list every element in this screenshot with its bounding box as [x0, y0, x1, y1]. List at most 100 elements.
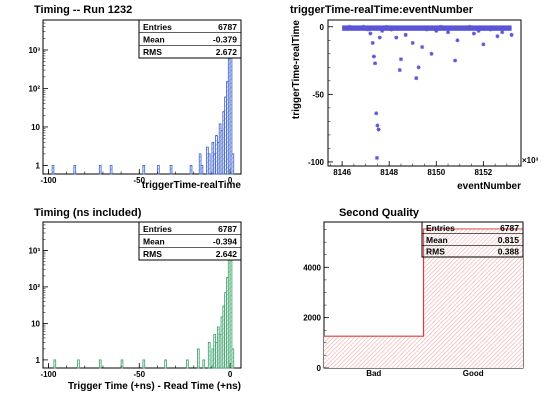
histogram-bin	[207, 342, 211, 369]
histogram-bin	[202, 359, 206, 369]
stats-label-rms: RMS	[426, 247, 445, 257]
scatter-point	[376, 127, 381, 132]
stats-box-frame	[138, 221, 242, 261]
scatter-point	[374, 155, 379, 160]
x-tick-label: -100	[40, 176, 57, 185]
histogram-bin	[169, 165, 173, 175]
histogram-bin	[157, 165, 160, 175]
x-tick-label: 8146	[333, 168, 351, 177]
stats-label-mean: Mean	[143, 237, 165, 247]
scatter-point	[403, 32, 408, 37]
scatter-point	[488, 27, 493, 32]
scatter-point	[375, 123, 380, 128]
scatter-point	[347, 24, 352, 29]
x-tick-label: -100	[40, 370, 57, 379]
histogram-bin	[231, 153, 235, 175]
x-tick-label: -50	[133, 176, 145, 185]
x-axis-label-scatter: eventNumber	[457, 181, 521, 192]
panel-second-quality: Second Quality Bad Good 0 2000 4000 Entries …	[303, 207, 524, 378]
scatter-point	[354, 26, 359, 31]
panel-timing-run: Timing -- Run 1232 -100 -50 0 1 10 10² 10³ Ent…	[28, 4, 242, 191]
stats-box-timing-ns: Entries 6787 Mean -0.394 RMS 2.642	[138, 221, 242, 261]
scatter-point	[420, 45, 425, 50]
histogram-bin	[142, 165, 146, 175]
scatter-points	[342, 24, 514, 160]
y-tick-label: 1	[36, 161, 41, 170]
histogram-bin	[198, 153, 202, 175]
x-category-label: Good	[463, 369, 484, 378]
stats-value-mean: -0.379	[213, 35, 237, 45]
scatter-point	[446, 30, 451, 35]
scatter-point	[410, 40, 415, 45]
plot-frame-scatter	[327, 19, 522, 167]
scatter-point	[389, 27, 394, 32]
scatter-point	[397, 68, 402, 73]
histogram-bin	[98, 359, 102, 369]
scatter-point	[438, 24, 443, 29]
scatter-point	[509, 32, 514, 37]
histogram-bin	[73, 165, 77, 175]
y-tick-label: 10³	[28, 246, 40, 255]
y-tick-label: 10²	[28, 84, 40, 93]
scatter-point	[373, 61, 378, 66]
axis-ticks-timing-run: -100 -50 0 1 10 10² 10³	[28, 19, 233, 185]
scatter-point	[414, 76, 419, 81]
histogram-bins-second-quality	[324, 228, 523, 368]
scatter-point	[380, 28, 385, 33]
stats-box-timing-run: Entries 6787 Mean -0.379 RMS 2.672	[138, 19, 242, 59]
scatter-point	[416, 65, 421, 70]
y-tick-label: 10²	[28, 283, 40, 292]
y-tick-label: 1	[36, 356, 41, 365]
histogram-bin	[109, 165, 113, 175]
chart-title-timing-ns: Timing (ns included)	[34, 207, 142, 219]
stats-value-rms: 2.672	[216, 47, 238, 57]
x-category-label: Bad	[366, 369, 381, 378]
histogram-bin	[98, 165, 102, 175]
stats-value-entries: 6787	[218, 22, 237, 32]
panel-scatter: triggerTime-realTime:eventNumber 8146 814…	[290, 4, 539, 192]
x-axis-exponent: ×10³	[522, 156, 539, 165]
stats-label-entries: Entries	[143, 22, 172, 32]
y-tick-label: 4000	[303, 263, 321, 272]
histogram-bin	[51, 165, 55, 175]
histogram-bin	[423, 228, 523, 368]
histogram-bin	[197, 348, 200, 369]
y-tick-label: 10	[31, 319, 40, 328]
x-tick-label: 8152	[474, 168, 492, 177]
scatter-point	[408, 26, 413, 31]
scatter-point	[384, 24, 389, 29]
histogram-bin	[200, 165, 204, 175]
scatter-point	[500, 30, 505, 35]
stats-box-frame	[421, 221, 524, 258]
stats-label-mean: Mean	[426, 235, 448, 245]
histogram-bin	[164, 359, 167, 369]
y-tick-label: -50	[312, 90, 324, 99]
x-tick-label: -50	[133, 370, 145, 379]
scatter-point	[394, 35, 399, 40]
histogram-bin	[120, 359, 124, 369]
scatter-point	[429, 51, 434, 56]
y-tick-label: -100	[308, 158, 325, 167]
scatter-point	[434, 28, 439, 33]
x-tick-label: 0	[228, 370, 233, 379]
x-tick-label: 8150	[427, 168, 445, 177]
stats-label-mean: Mean	[143, 35, 165, 45]
x-axis-label-timing-ns: Trigger Time (+ns) - Read Time (+ns)	[68, 381, 241, 392]
scatter-point	[377, 35, 382, 40]
histogram-bin	[324, 336, 424, 368]
stats-label-entries: Entries	[426, 223, 455, 233]
scatter-point	[361, 24, 366, 29]
scatter-point	[398, 57, 403, 62]
stats-value-rms: 2.642	[216, 249, 238, 259]
y-tick-label: 0	[317, 364, 322, 373]
stats-value-mean: -0.394	[213, 237, 237, 247]
y-tick-label: 10³	[28, 46, 40, 55]
stats-label-rms: RMS	[143, 249, 162, 259]
histogram-bin	[207, 153, 211, 175]
histogram-bins-timing-ns	[53, 230, 235, 369]
stats-value-entries: 6787	[218, 224, 237, 234]
scatter-point	[453, 58, 458, 63]
histogram-bin	[231, 348, 235, 369]
histogram-bin	[186, 359, 189, 369]
